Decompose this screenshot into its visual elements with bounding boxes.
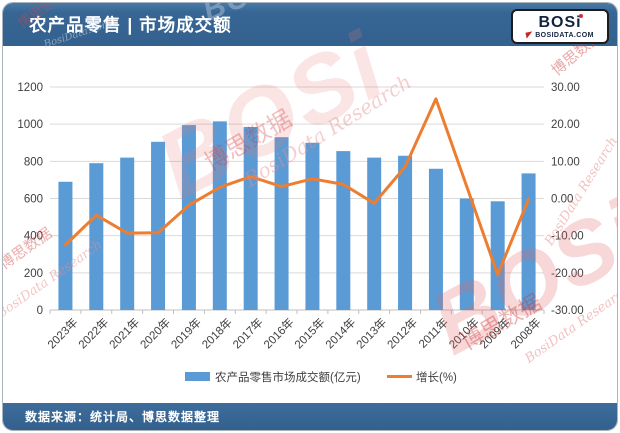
- x-axis-label: 2013年: [353, 315, 389, 351]
- combo-chart: 0 200 400 600 800 1000 1200 30.00 20.00 10.00 0.00…: [17, 82, 584, 384]
- bar-2013年: [367, 157, 382, 310]
- x-axis-label: 2015年: [291, 315, 327, 351]
- x-axis-label: 2016年: [261, 315, 297, 351]
- bar-2012年: [398, 155, 413, 310]
- x-axis-label: 2019年: [168, 315, 204, 351]
- left-axis-tick: 400: [24, 231, 43, 243]
- left-axis-tick: 600: [24, 194, 43, 206]
- bar-2017年: [243, 126, 258, 311]
- x-axis-label: 2008年: [508, 315, 544, 351]
- page-title: 农产品零售 | 市场成交额: [29, 15, 232, 35]
- logo-subline: BOSIDATA.COM: [525, 31, 594, 39]
- x-axis-label: 2022年: [75, 315, 111, 351]
- x-axis-label: 2014年: [322, 315, 358, 351]
- right-axis-tick: -10.00: [551, 231, 584, 243]
- left-axis-tick: 800: [24, 156, 43, 168]
- bosi-logo: BOSi BOSIDATA.COM: [511, 9, 609, 44]
- x-axis-label: 2012年: [384, 315, 420, 351]
- right-axis-tick: 0.00: [551, 194, 573, 206]
- right-axis-tick: -20.00: [551, 268, 584, 280]
- x-axis-label: 2009年: [477, 315, 513, 351]
- legend-bar-label: 农产品零售市场成交额(亿元): [215, 370, 361, 384]
- x-axis-label: 2023年: [44, 315, 80, 351]
- left-axis-tick: 1000: [17, 119, 43, 131]
- bar-2018年: [212, 121, 227, 310]
- x-axis-label: 2010年: [446, 315, 482, 351]
- x-axis-label: 2021年: [106, 315, 142, 351]
- right-axis-tick: 20.00: [551, 119, 580, 131]
- logo-domain: BOSIDATA.COM: [535, 31, 594, 39]
- legend-bar-swatch: [185, 372, 210, 381]
- bar-2014年: [336, 151, 351, 310]
- right-axis-tick: 10.00: [551, 156, 580, 168]
- bar-2009年: [490, 201, 505, 310]
- bar-2020年: [151, 141, 166, 310]
- bar-2010年: [459, 198, 474, 310]
- logo-triangle-icon: [525, 31, 534, 39]
- x-axis-label: 2018年: [199, 315, 235, 351]
- logo-text: BOSi: [538, 13, 582, 31]
- bar-2015年: [305, 142, 320, 310]
- left-axis-tick: 200: [24, 268, 43, 280]
- bar-2019年: [181, 125, 196, 311]
- data-source: 数据来源：统计局、博思数据整理: [25, 410, 221, 424]
- growth-line: [63, 97, 531, 277]
- x-axis-label: 2011年: [416, 315, 452, 351]
- bar-2016年: [274, 137, 289, 310]
- bar-2008年: [521, 173, 536, 310]
- logo-red-dot-icon: [578, 13, 583, 18]
- left-axis-tick: 0: [37, 305, 43, 317]
- bar-2011年: [428, 168, 443, 310]
- legend-line-label: 增长(%): [416, 370, 457, 384]
- x-axis-label: 2020年: [137, 315, 173, 351]
- right-axis-tick: -30.00: [551, 305, 584, 317]
- left-axis-tick: 1200: [17, 82, 43, 94]
- x-axis-label: 2017年: [230, 315, 266, 351]
- footer-bar: 数据来源：统计局、博思数据整理: [3, 403, 617, 430]
- right-axis-tick: 30.00: [551, 82, 580, 94]
- logo-wordmark: BOSi: [538, 13, 583, 31]
- bar-2022年: [89, 163, 104, 310]
